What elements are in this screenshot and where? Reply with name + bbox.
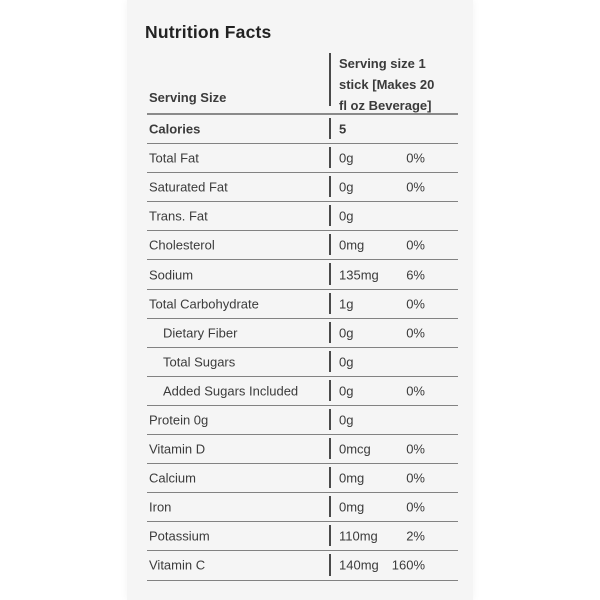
nutrient-row: Iron 0mg 0% <box>147 493 458 523</box>
nutrient-row: Dietary Fiber 0g 0% <box>147 319 458 348</box>
nutrient-daily-value: 0% <box>406 150 425 166</box>
column-divider <box>329 53 331 106</box>
nutrient-name: Potassium <box>149 528 210 544</box>
nutrient-daily-value: 160% <box>391 557 425 573</box>
column-divider <box>329 321 331 343</box>
nutrient-daily-value: 6% <box>406 267 425 283</box>
nutrient-rows: Calories 5 Total Fat 0g 0% Saturated Fat… <box>147 115 458 581</box>
nutrient-amount: 0mg <box>339 470 365 486</box>
column-divider <box>329 379 331 401</box>
nutrient-daily-value: 0% <box>406 499 425 515</box>
nutrient-daily-value: 0% <box>406 296 425 312</box>
nutrient-amount: 0mg <box>339 237 365 253</box>
nutrient-amount: 0g <box>339 383 354 399</box>
column-divider <box>329 438 331 460</box>
nutrition-table: Serving Size Serving size 1 stick [Makes… <box>147 52 458 581</box>
nutrient-row: Added Sugars Included 0g 0% <box>147 377 458 406</box>
nutrient-row: Potassium 110mg 2% <box>147 522 458 552</box>
nutrient-name: Iron <box>149 499 172 515</box>
nutrient-name: Total Sugars <box>163 354 236 370</box>
nutrient-amount: 0g <box>339 150 354 166</box>
column-divider <box>329 525 331 547</box>
nutrient-amount: 140mg <box>339 557 379 573</box>
nutrient-amount: 0mg <box>339 499 365 515</box>
nutrient-amount: 5 <box>339 121 347 137</box>
panel-title: Nutrition Facts <box>145 22 272 42</box>
nutrient-row: Calories 5 <box>147 115 458 145</box>
nutrient-daily-value: 0% <box>406 325 425 341</box>
nutrient-row: Vitamin D 0mcg 0% <box>147 435 458 465</box>
column-divider <box>329 350 331 372</box>
nutrient-row: Protein 0g 0g <box>147 406 458 436</box>
nutrient-amount: 0g <box>339 354 354 370</box>
nutrient-name: Calcium <box>149 470 196 486</box>
column-divider <box>329 205 331 227</box>
column-divider <box>329 234 331 256</box>
column-divider <box>329 496 331 518</box>
nutrient-row: Sodium 135mg 6% <box>147 260 458 290</box>
nutrient-daily-value: 0% <box>406 441 425 457</box>
column-divider <box>329 554 331 576</box>
column-divider <box>329 147 331 169</box>
column-divider <box>329 292 331 314</box>
nutrient-amount: 1g <box>339 296 354 312</box>
nutrient-row: Calcium 0mg 0% <box>147 464 458 494</box>
serving-size-label: Serving Size <box>149 90 227 105</box>
nutrient-name: Vitamin C <box>149 557 206 573</box>
nutrient-row: Total Carbohydrate 1g 0% <box>147 290 458 319</box>
nutrient-amount: 0g <box>339 208 354 224</box>
serving-size-row: Serving Size Serving size 1 stick [Makes… <box>147 52 458 115</box>
column-divider <box>329 408 331 431</box>
column-divider <box>329 118 331 140</box>
nutrient-name: Calories <box>149 121 201 137</box>
column-divider <box>329 176 331 198</box>
nutrient-row: Saturated Fat 0g 0% <box>147 173 458 203</box>
nutrient-row: Vitamin C 140mg 160% <box>147 551 458 581</box>
nutrient-amount: 0g <box>339 412 354 428</box>
column-divider <box>329 263 331 285</box>
nutrient-amount: 110mg <box>339 528 378 544</box>
nutrient-row: Total Fat 0g 0% <box>147 144 458 174</box>
nutrient-row: Total Sugars 0g <box>147 348 458 377</box>
nutrition-facts-panel: Nutrition Facts Serving Size Serving siz… <box>127 0 473 600</box>
nutrient-row: Trans. Fat 0g <box>147 202 458 232</box>
nutrient-daily-value: 0% <box>406 237 425 253</box>
nutrient-daily-value: 0% <box>406 470 425 486</box>
nutrient-name: Protein 0g <box>149 412 209 428</box>
nutrient-daily-value: 0% <box>406 179 425 195</box>
nutrient-amount: 0g <box>339 179 354 195</box>
nutrient-row: Cholesterol 0mg 0% <box>147 231 458 261</box>
nutrient-amount: 0mcg <box>339 441 371 457</box>
nutrient-name: Dietary Fiber <box>163 325 238 341</box>
nutrient-name: Total Carbohydrate <box>149 296 259 312</box>
nutrient-name: Added Sugars Included <box>163 383 299 399</box>
nutrient-name: Vitamin D <box>149 441 206 457</box>
serving-size-value: Serving size 1 stick [Makes 20 fl oz Bev… <box>339 56 435 113</box>
column-divider <box>329 467 331 489</box>
nutrient-name: Cholesterol <box>149 237 215 253</box>
nutrient-name: Total Fat <box>149 150 199 166</box>
nutrient-name: Saturated Fat <box>149 179 228 195</box>
nutrient-daily-value: 2% <box>406 528 425 544</box>
nutrient-amount: 0g <box>339 325 354 341</box>
nutrient-name: Trans. Fat <box>149 208 208 224</box>
nutrient-name: Sodium <box>149 267 194 283</box>
nutrient-daily-value: 0% <box>406 383 425 399</box>
nutrient-amount: 135mg <box>339 267 379 283</box>
